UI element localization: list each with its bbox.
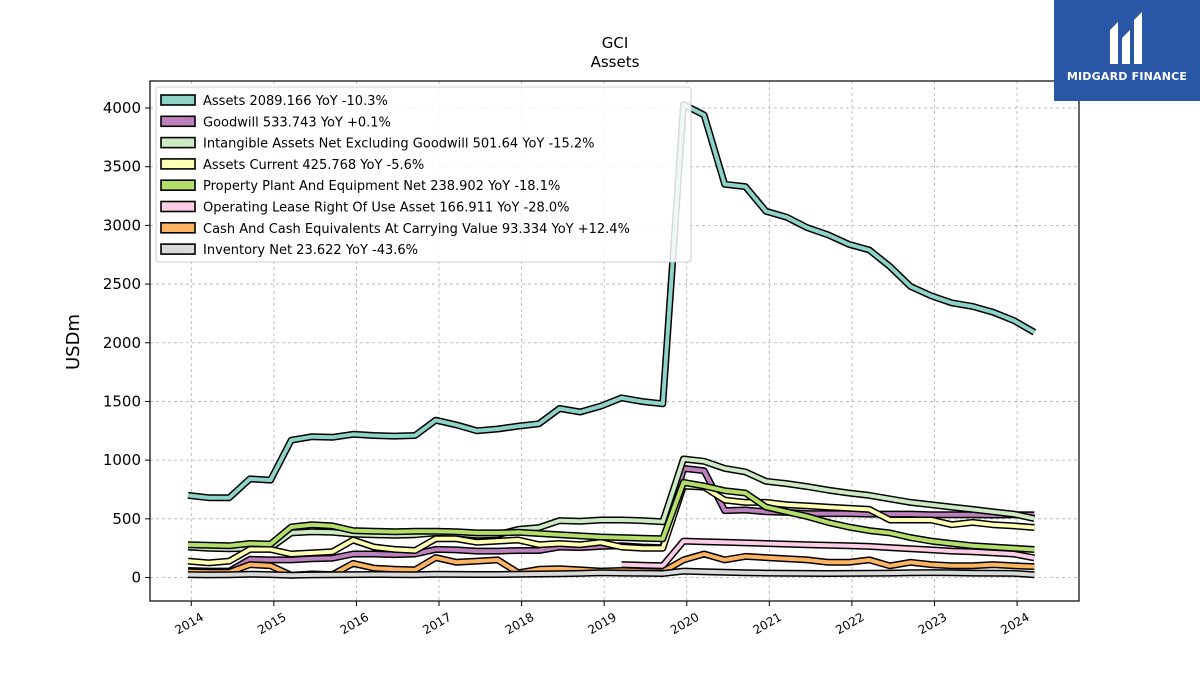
- x-tick-label: 2023: [916, 610, 949, 637]
- x-tick-label: 2021: [751, 610, 784, 637]
- series-2: [187, 455, 1036, 553]
- legend-entry: Property Plant And Equipment Net 238.902…: [203, 179, 560, 194]
- series-0: [187, 101, 1037, 502]
- y-tick-label: 0: [131, 569, 141, 587]
- legend: Assets 2089.166 YoY -10.3% Goodwill 533.7…: [155, 86, 692, 263]
- legend-swatch: [160, 115, 196, 128]
- brand-name: MIDGARD FINANCE: [1066, 70, 1188, 83]
- series-line: [187, 484, 1035, 565]
- x-tick-label: 2019: [585, 610, 618, 637]
- series-lines: [187, 101, 1037, 579]
- y-tick-label: 1000: [103, 451, 141, 469]
- y-tick-label: 3000: [103, 216, 141, 234]
- y-tick-label: 2000: [103, 334, 141, 352]
- y-tick-label: 3500: [103, 158, 141, 176]
- chart-title: GCI: [602, 34, 629, 52]
- series-line: [187, 569, 1035, 578]
- series-4: [187, 478, 1035, 553]
- y-axis-label: USDm: [63, 314, 84, 370]
- series-line: [187, 457, 1035, 551]
- series-line: [621, 539, 1035, 568]
- plot-frame: [149, 80, 1080, 602]
- x-tick-label: 2020: [668, 610, 701, 637]
- legend-entry: Operating Lease Right Of Use Asset 166.9…: [203, 201, 570, 216]
- chart-subtitle: Assets: [591, 53, 640, 71]
- legend-entry: Goodwill 533.743 YoY +0.1%: [203, 115, 391, 130]
- legend-swatch: [160, 179, 196, 191]
- legend-entry: Intangible Assets Net Excluding Goodwill…: [203, 137, 594, 152]
- series-line: [187, 480, 1035, 552]
- x-tick-label: 2022: [833, 610, 866, 637]
- y-tick-label: 1500: [103, 392, 141, 410]
- series-line: [187, 102, 1036, 500]
- brand-mark-icon: [1110, 12, 1142, 64]
- x-tick-label: 2014: [173, 610, 206, 637]
- series-7: [187, 567, 1035, 579]
- series-5: [621, 537, 1036, 570]
- x-axis: 2014 2015 2016 2017 2018 2019 2020 2021 2022 2023…: [173, 601, 1032, 637]
- series-3: [187, 482, 1035, 567]
- y-tick-label: 500: [112, 510, 141, 528]
- x-tick-label: 2018: [503, 610, 536, 637]
- x-tick-label: 2016: [338, 610, 371, 637]
- legend-swatch: [160, 94, 196, 106]
- y-tick-label: 2500: [103, 275, 141, 293]
- legend-box: [155, 86, 692, 263]
- legend-entry: Inventory Net 23.622 YoY -43.6%: [203, 243, 418, 258]
- x-tick-label: 2024: [998, 610, 1031, 637]
- legend-swatch: [160, 136, 196, 149]
- legend-swatch: [160, 222, 196, 234]
- y-tick-label: 4000: [103, 99, 141, 117]
- brand-logo: MIDGARD FINANCE: [1054, 0, 1200, 101]
- y-axis: 0 500 1000 1500 2000 2500 3000 3500 4000: [103, 99, 150, 587]
- x-tick-label: 2015: [255, 610, 288, 637]
- legend-entry: Cash And Cash Equivalents At Carrying Va…: [203, 222, 630, 237]
- legend-entry: Assets 2089.166 YoY -10.3%: [203, 94, 388, 109]
- legend-swatch: [160, 200, 196, 213]
- x-tick-label: 2017: [420, 610, 453, 637]
- legend-swatch: [160, 243, 196, 255]
- legend-swatch: [160, 158, 196, 170]
- legend-entry: Assets Current 425.768 YoY -5.6%: [203, 158, 424, 173]
